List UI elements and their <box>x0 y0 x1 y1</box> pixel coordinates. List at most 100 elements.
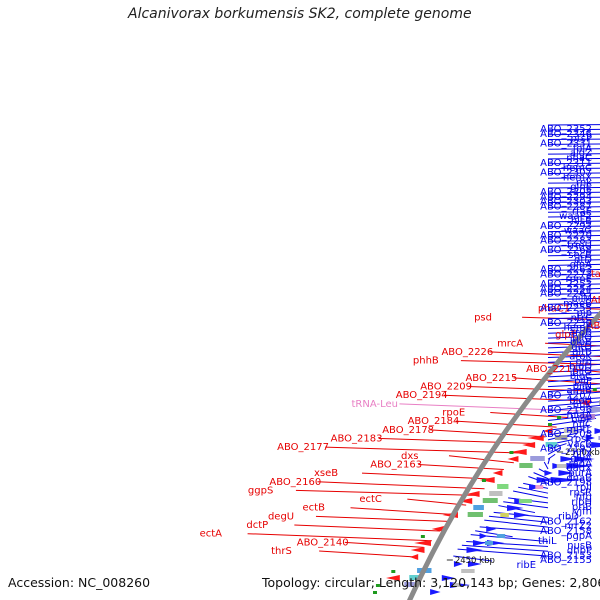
label-leader-line <box>547 312 600 315</box>
gene-label: rpoE <box>442 408 465 419</box>
label-leader-line <box>247 533 432 542</box>
gene-label: rpsR <box>569 487 592 498</box>
forward-gene-arrow <box>466 547 483 553</box>
gene-label: pilQ <box>572 366 592 377</box>
gc-content-block <box>518 499 532 503</box>
gene-label: gltD <box>571 342 592 353</box>
gene-label: bioH <box>569 395 592 406</box>
tick-mark <box>509 451 514 454</box>
tick-mark <box>548 423 553 426</box>
gene-label: ABO_2162 <box>540 516 592 527</box>
gene-label: ectC <box>359 494 382 505</box>
label-leader-line <box>547 278 600 281</box>
gene-label: bioC <box>570 371 592 382</box>
label-leader-line <box>513 490 549 499</box>
tick-mark <box>481 479 486 482</box>
label-leader-line <box>378 437 535 444</box>
gene-label: ABO_2178 <box>382 425 434 436</box>
label-leader-line <box>547 297 600 300</box>
label-leader-line <box>547 377 600 383</box>
forward-gene-arrow <box>544 470 553 476</box>
gene-label: dnaB <box>566 473 592 484</box>
gc-content-block <box>461 569 475 573</box>
gene-label: ABO_2293 <box>540 221 592 232</box>
label-leader-line <box>547 457 551 465</box>
gc-content-block <box>598 436 600 440</box>
gene-label: ABO_2184 <box>408 416 460 427</box>
gene-label: priB <box>572 502 592 513</box>
gene-label: amiB <box>566 386 592 397</box>
kbp-tick-label: 2500 kbp <box>565 448 600 458</box>
label-leader-line <box>547 359 600 363</box>
label-leader-line <box>533 472 549 480</box>
gene-label: ribH <box>571 497 592 508</box>
gc-content-block <box>404 582 415 587</box>
gc-content-block <box>556 464 567 468</box>
label-leader-line <box>399 403 580 412</box>
forward-gene-arrow <box>507 505 524 511</box>
label-leader-line <box>455 420 557 428</box>
gene-label: ABO_2308 <box>540 187 592 198</box>
gene-label: radA <box>569 458 593 469</box>
forward-gene-arrow <box>550 477 583 483</box>
gene-label: secB <box>568 250 592 261</box>
gene-label: rfaE <box>572 206 592 217</box>
label-leader-line <box>545 342 600 347</box>
gene-label: ABO_2270 <box>540 231 592 242</box>
label-leader-line <box>547 404 600 412</box>
gene-label: ABO_2198 <box>540 478 592 489</box>
gc-content-block <box>497 484 509 489</box>
gene-label: dadX <box>566 463 592 474</box>
tick-mark <box>592 388 597 391</box>
gene-label: gltB <box>572 347 592 358</box>
gene-label: ABO_2183 <box>331 433 383 444</box>
gene-label: rnk <box>576 177 592 188</box>
gene-label: ribD <box>558 512 579 523</box>
gene-label: algZ <box>570 148 592 159</box>
gene-label: pilN <box>573 381 592 392</box>
gene-label: tRNA-Leu <box>351 399 397 410</box>
label-leader-line <box>430 429 546 438</box>
gene-label: ABO_2153 <box>540 550 592 561</box>
label-leader-line <box>418 463 504 470</box>
label-leader-line <box>547 446 562 455</box>
gc-content-block <box>496 534 506 538</box>
gene-label: ntrC <box>571 313 592 324</box>
gene-label: waaP2 <box>559 211 592 222</box>
gene-label: ABO_2311 <box>540 158 592 169</box>
reverse-gene-arrow <box>466 491 480 497</box>
tick-mark <box>557 416 562 419</box>
gene-label: glyA <box>570 453 592 464</box>
reverse-gene-arrow <box>579 400 590 406</box>
reverse-gene-arrow <box>543 428 553 434</box>
label-leader-line <box>344 541 424 548</box>
gene-label: tatC <box>591 269 600 280</box>
label-leader-line <box>547 273 600 276</box>
reverse-gene-arrow <box>527 435 544 441</box>
reverse-gene-arrow <box>414 540 431 546</box>
gene-label: ABO_2352 <box>540 124 592 135</box>
tick-mark <box>391 570 396 573</box>
forward-gene-arrow <box>574 456 595 462</box>
label-leader-line <box>547 283 600 286</box>
gene-label: mrcA <box>497 338 523 349</box>
gene-label: pilM <box>571 294 592 305</box>
gc-content-block <box>588 407 600 412</box>
gene-label: nusB <box>567 541 592 552</box>
gene-label: ABO_2268 <box>540 245 592 256</box>
gene-label: dctP <box>246 520 268 531</box>
forward-gene-arrow <box>591 442 600 448</box>
gene-label: hflX <box>573 449 593 460</box>
gene-labels: ABO_2291ABO_2289tRNA-PheABO_2286ABO_2284… <box>200 124 600 571</box>
position-ticks: 2700 kbp2650 kbp2600 kbp2550 kbp2500 kbp… <box>446 448 600 566</box>
label-leader-line <box>315 515 449 522</box>
gene-label: rplI <box>576 482 592 493</box>
gc-content-block <box>519 463 533 468</box>
label-leader-line <box>461 544 549 552</box>
gene-label: hfq <box>576 492 592 503</box>
genome-summary-text: Topology: circular; Length: 3,120,143 bp… <box>262 575 600 590</box>
feature-tracks <box>373 388 600 595</box>
label-leader-line <box>518 486 549 494</box>
label-leader-line <box>547 321 600 325</box>
gc-content-block <box>482 498 498 503</box>
